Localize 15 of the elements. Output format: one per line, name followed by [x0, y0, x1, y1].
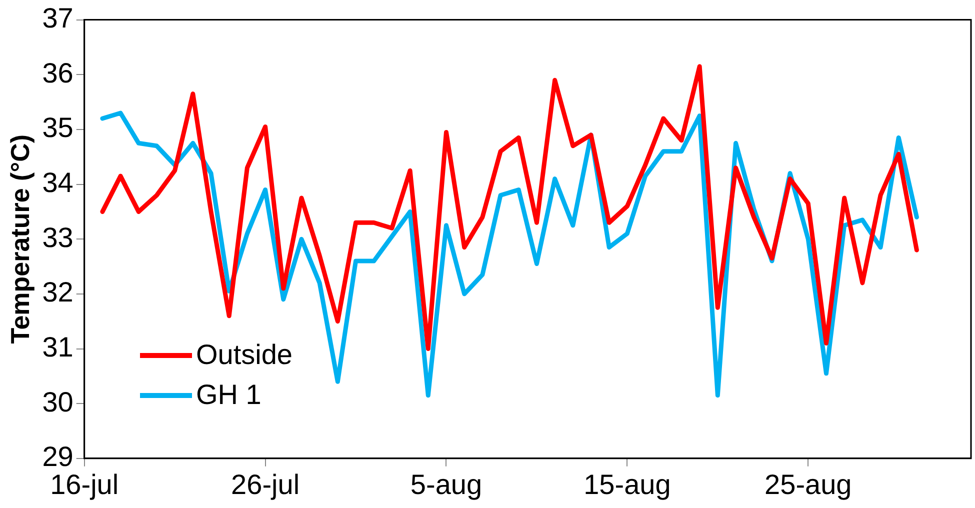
x-tick-label: 25-aug	[764, 468, 852, 500]
y-tick-label: 37	[42, 2, 74, 34]
y-tick-label: 30	[42, 386, 74, 418]
x-tick-label: 26-jul	[231, 468, 300, 500]
legend-label: Outside	[196, 338, 292, 372]
y-tick-label: 34	[42, 166, 74, 198]
y-tick-label: 33	[42, 222, 74, 253]
y-axis-title: Temperature (°C)	[4, 134, 35, 344]
y-tick-label: 31	[42, 331, 74, 362]
x-tick-label: 15-aug	[584, 468, 671, 500]
x-tick-label: 5-aug	[410, 468, 482, 500]
y-tick-label: 35	[42, 112, 74, 144]
y-tick-label: 36	[42, 57, 74, 88]
legend-label: GH 1	[196, 378, 262, 412]
y-tick-label: 32	[42, 276, 74, 308]
